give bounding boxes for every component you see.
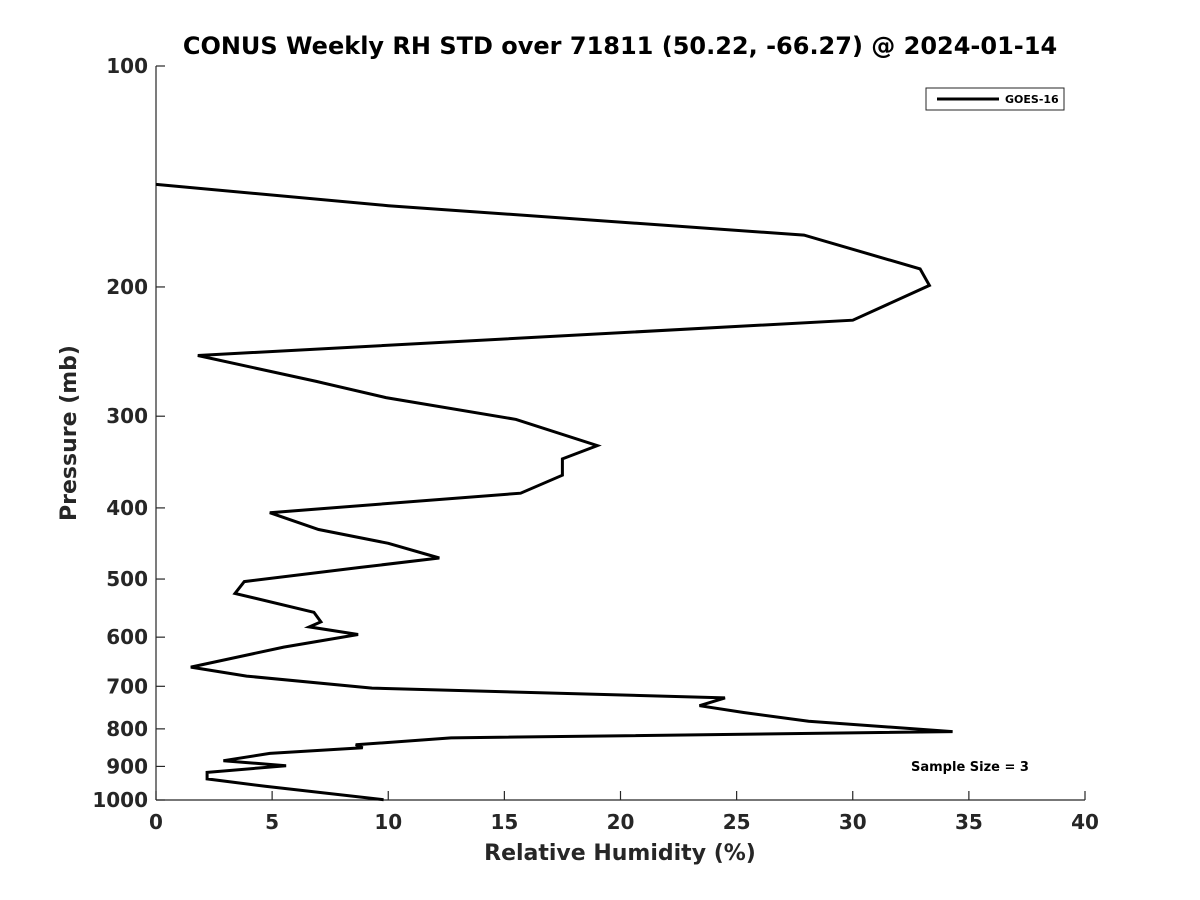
x-tick-label: 5 <box>265 810 279 834</box>
y-tick-group: 100 200 300 400 500 600 700 800 900 1000 <box>92 54 165 812</box>
x-tick-label: 15 <box>490 810 518 834</box>
y-tick-label: 600 <box>106 625 148 649</box>
y-tick-label: 400 <box>106 496 148 520</box>
y-tick-label: 800 <box>106 717 148 741</box>
x-tick-label: 10 <box>374 810 402 834</box>
y-tick-label: 300 <box>106 404 148 428</box>
legend-label-goes-16: GOES-16 <box>1005 93 1059 106</box>
x-tick-label: 30 <box>839 810 867 834</box>
y-axis-label: Pressure (mb) <box>57 345 82 521</box>
x-tick-label: 20 <box>607 810 635 834</box>
x-tick-label: 40 <box>1071 810 1099 834</box>
x-tick-label: 35 <box>955 810 983 834</box>
y-tick-label: 900 <box>106 754 148 778</box>
y-tick-label: 500 <box>106 567 148 591</box>
legend: GOES-16 <box>925 87 1065 111</box>
y-tick-label: 200 <box>106 275 148 299</box>
y-tick-label: 1000 <box>92 788 148 812</box>
series-layer <box>155 182 953 802</box>
y-tick-label: 100 <box>106 54 148 78</box>
x-tick-group: 0 5 10 15 20 25 30 35 40 <box>149 791 1099 834</box>
x-tick-label: 25 <box>723 810 751 834</box>
sample-size-annotation: Sample Size = 3 <box>911 760 1029 775</box>
plot-area: 0 5 10 15 20 25 30 35 40 100 200 300 400 500 600 700 80… <box>92 54 1099 834</box>
chart-title: CONUS Weekly RH STD over 71811 (50.22, -… <box>183 32 1057 60</box>
x-tick-label: 0 <box>149 810 163 834</box>
series-line-goes-16 <box>155 182 953 802</box>
y-tick-label: 700 <box>106 674 148 698</box>
x-axis-label: Relative Humidity (%) <box>484 841 756 866</box>
